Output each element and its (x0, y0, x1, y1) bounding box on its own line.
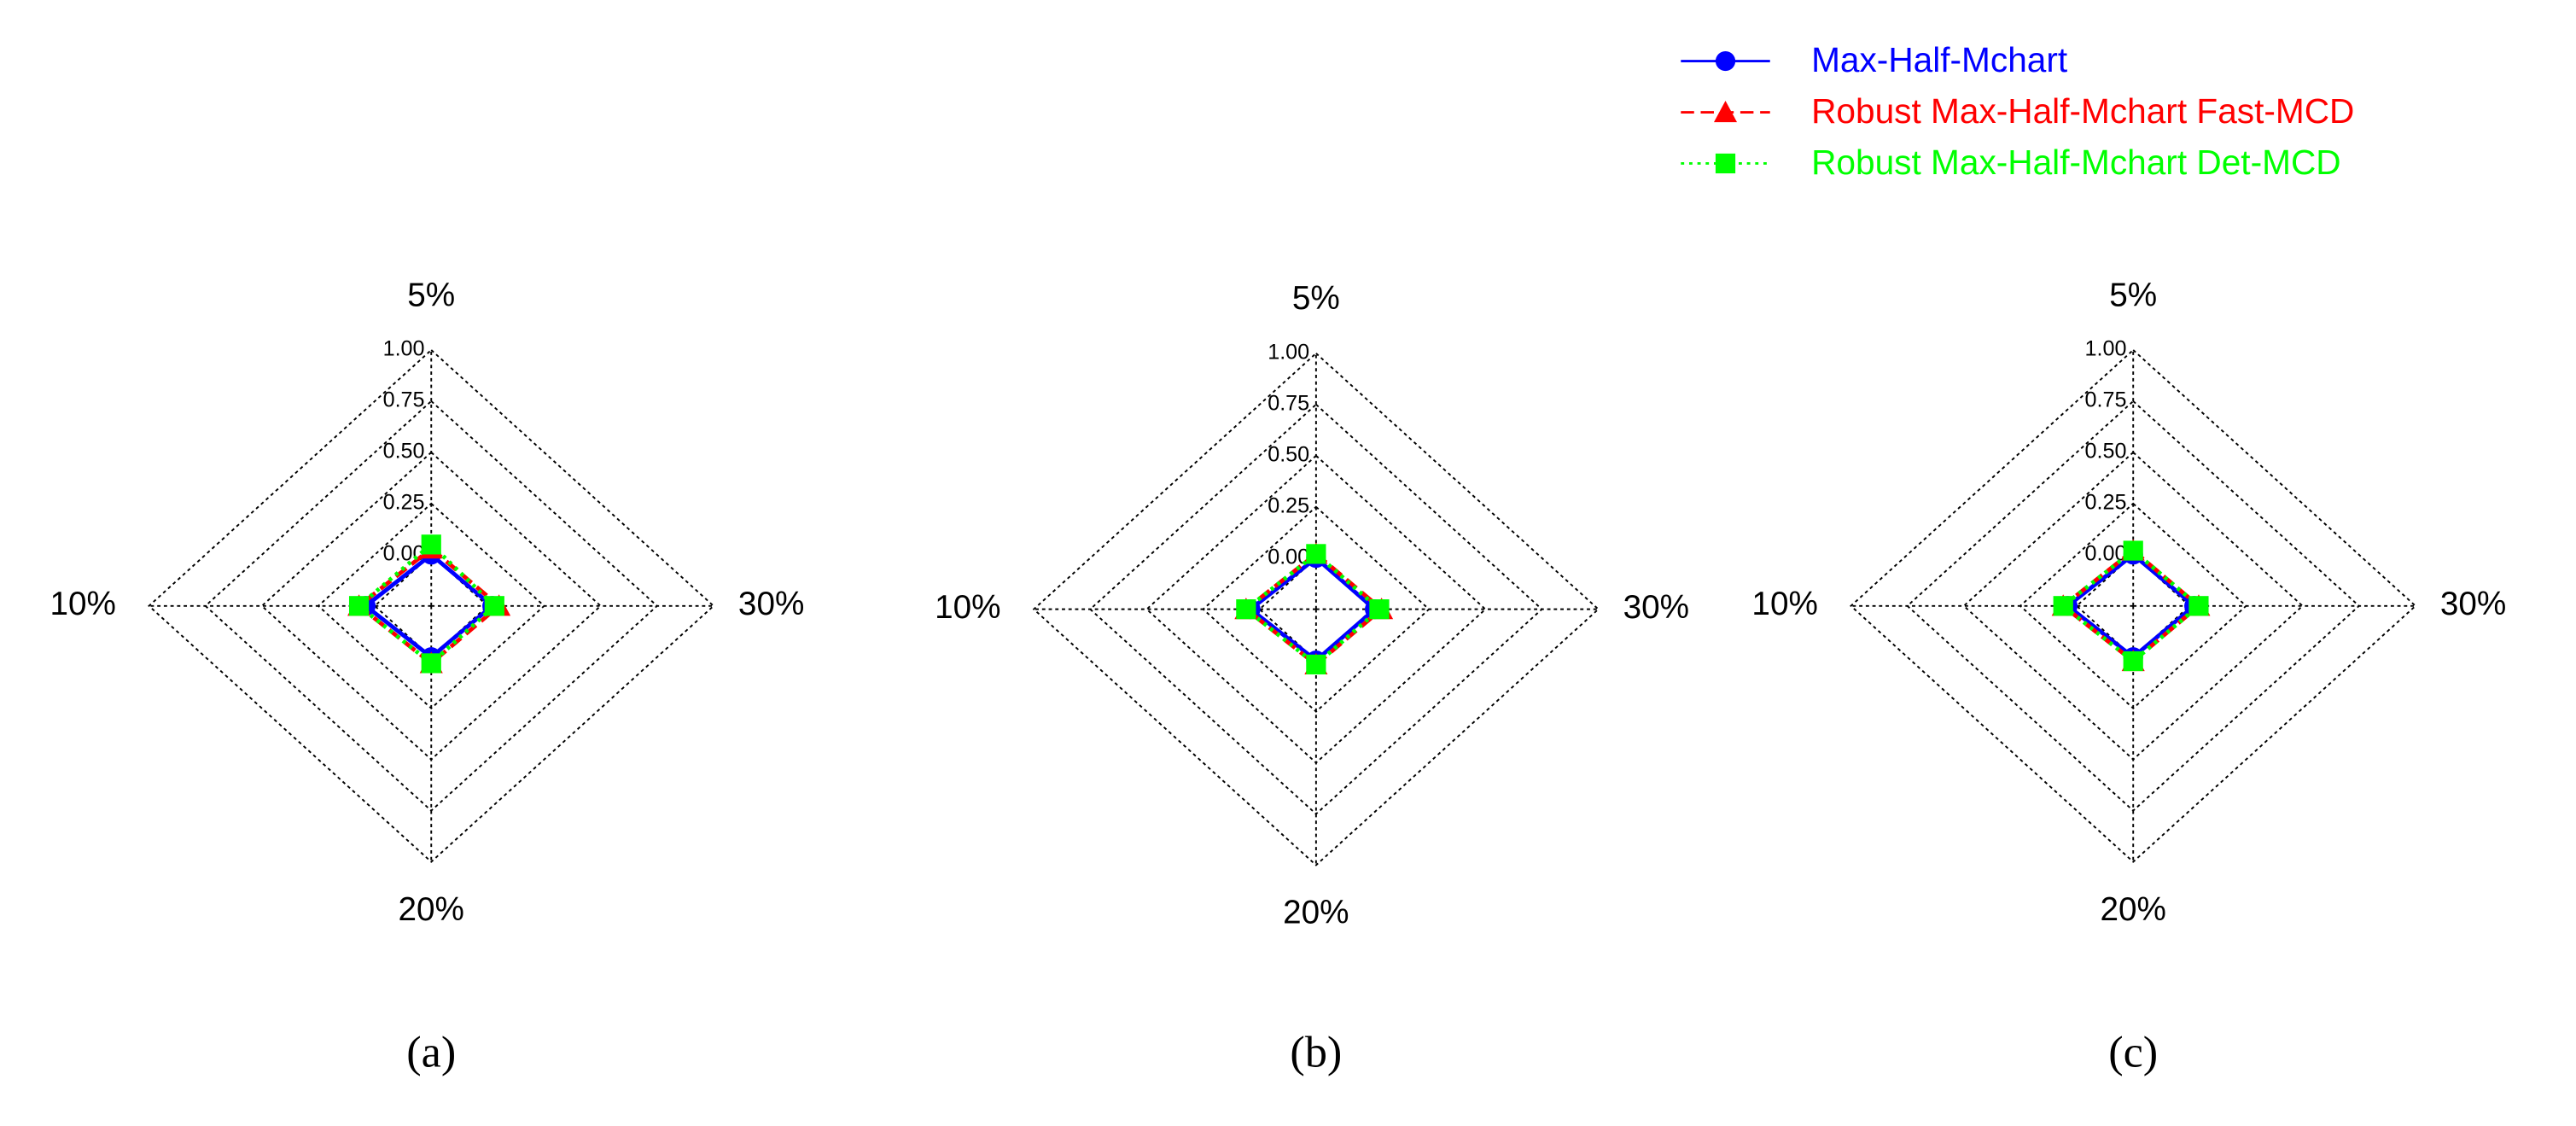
point (348, 596, 370, 616)
axis-label: 10% (50, 586, 115, 622)
point (2188, 596, 2209, 616)
point (2123, 540, 2143, 561)
point (2123, 651, 2143, 672)
r-tick-label: 0.50 (2085, 440, 2127, 464)
point (1715, 50, 1736, 72)
axis-label: 30% (2440, 586, 2506, 622)
point (1236, 599, 1256, 620)
axis-label: 30% (1623, 589, 1689, 626)
legend-label: Robust Max-Half-Mchart Det-MCD (1811, 143, 2341, 182)
series-line (2060, 547, 2202, 664)
r-tick-label: 0.25 (2085, 491, 2127, 515)
grid-ring (1032, 352, 1600, 866)
point (484, 596, 504, 616)
r-tick-label: 0.50 (1268, 442, 1309, 466)
axis-label: 5% (2109, 277, 2157, 313)
point (1306, 544, 1326, 564)
axis-label: 10% (935, 589, 1000, 626)
r-tick-label: 1.00 (383, 337, 425, 361)
axis-label: 30% (738, 586, 804, 622)
caption: (b) (1290, 1028, 1342, 1077)
r-tick-label: 0.00 (383, 541, 425, 565)
axis-label: 5% (407, 277, 455, 313)
point (2053, 596, 2073, 616)
r-tick-label: 0.50 (383, 440, 425, 464)
caption: (c) (2108, 1028, 2158, 1077)
axis-label: 5% (1292, 280, 1340, 317)
r-tick-label: 0.75 (2085, 388, 2127, 412)
legend-label: Max-Half-Mchart (1811, 40, 2067, 79)
point (1713, 100, 1738, 123)
r-tick-label: 1.00 (1268, 341, 1309, 365)
axis-label: 20% (399, 891, 464, 928)
caption: (a) (406, 1028, 456, 1077)
axis-label: 10% (1751, 586, 1817, 622)
point (421, 534, 441, 555)
series-line (1242, 551, 1383, 668)
point (1369, 599, 1390, 620)
point (421, 653, 441, 674)
point (1306, 654, 1326, 675)
r-tick-label: 0.75 (383, 388, 425, 412)
r-tick-label: 1.00 (2085, 337, 2127, 361)
grid-ring (148, 348, 715, 863)
r-tick-label: 0.25 (383, 491, 425, 515)
r-tick-label: 0.75 (1268, 391, 1309, 415)
r-tick-label: 0.00 (1268, 545, 1309, 569)
point (1715, 153, 1736, 174)
legend-label: Robust Max-Half-Mchart Fast-MCD (1811, 91, 2354, 131)
r-tick-label: 0.25 (1268, 493, 1309, 517)
grid-ring (1850, 348, 2417, 863)
axis-label: 20% (1283, 895, 1349, 931)
axis-label: 20% (2101, 891, 2166, 928)
series-line (355, 545, 503, 667)
